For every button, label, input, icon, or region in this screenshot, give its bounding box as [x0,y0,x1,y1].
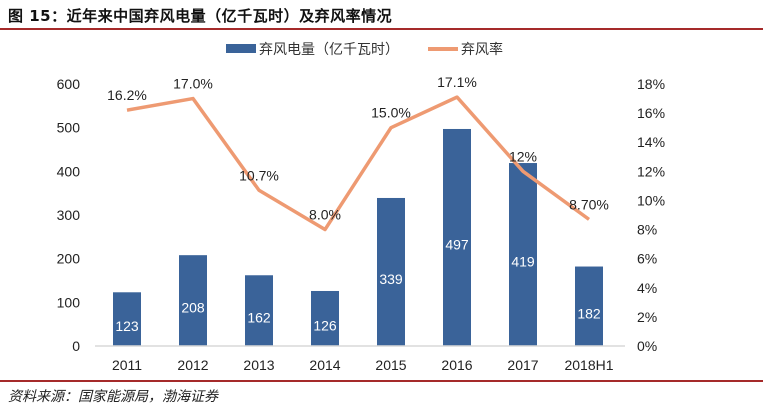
rate-line [126,95,591,232]
bar [443,128,471,346]
x-tick-label: 2012 [177,357,208,373]
line-data-label: 10.7% [239,167,279,183]
x-tick-label: 2014 [309,357,340,373]
bar-data-label: 162 [247,310,271,326]
right-tick-label: 10% [637,192,665,208]
x-tick-label: 2011 [112,357,142,373]
source-note: 资料来源：国家能源局，渤海证券 [8,389,218,405]
left-tick-label: 100 [57,294,81,310]
bar-data-label: 497 [445,236,469,252]
right-tick-label: 8% [637,222,657,238]
right-tick-label: 4% [637,280,657,296]
bar [179,255,207,346]
left-tick-label: 500 [57,120,81,136]
x-tick-label: 2017 [507,357,538,373]
legend-bar-label: 弃风电量（亿千瓦时） [259,41,399,57]
right-tick-label: 12% [637,163,665,179]
line-data-label: 17.0% [173,76,213,92]
legend-bar-swatch [226,44,256,53]
figure-title: 图 15：近年来中国弃风电量（亿千瓦时）及弃风率情况 [8,7,393,25]
line-data-label: 12% [509,148,537,164]
line-data-label: 8.0% [309,207,341,223]
right-tick-label: 2% [637,309,657,325]
left-tick-label: 300 [57,207,81,223]
x-tick-label: 2015 [375,357,406,373]
line-data-label: 15.0% [371,105,411,121]
left-tick-label: 400 [57,163,81,179]
bar [311,290,339,346]
left-tick-label: 600 [57,76,81,92]
bar [377,197,405,346]
bar-data-label: 208 [181,300,205,316]
line-data-label: 17.1% [437,74,477,90]
right-tick-label: 16% [637,105,665,121]
bar-data-label: 126 [313,317,337,333]
right-tick-label: 0% [637,338,657,354]
title-rule [0,28,763,30]
bar [575,266,603,346]
bar [113,292,141,346]
footer-rule [0,380,763,382]
right-tick-label: 14% [637,134,665,150]
left-tick-label: 200 [57,251,81,267]
bar-data-label: 182 [577,305,601,321]
bar [509,163,537,346]
x-tick-label: 2016 [441,357,472,373]
line-data-label: 16.2% [107,87,147,103]
bar-data-label: 123 [115,318,139,334]
x-tick-label: 2018H1 [564,357,613,373]
bar [245,275,273,346]
bar-data-label: 339 [379,271,403,287]
line-data-label: 8.70% [569,196,609,212]
x-tick-label: 2013 [243,357,274,373]
right-tick-label: 6% [637,251,657,267]
right-tick-label: 18% [637,76,665,92]
bar-data-label: 419 [511,254,535,270]
legend-line-label: 弃风率 [461,41,503,57]
left-tick-label: 0 [72,338,80,354]
